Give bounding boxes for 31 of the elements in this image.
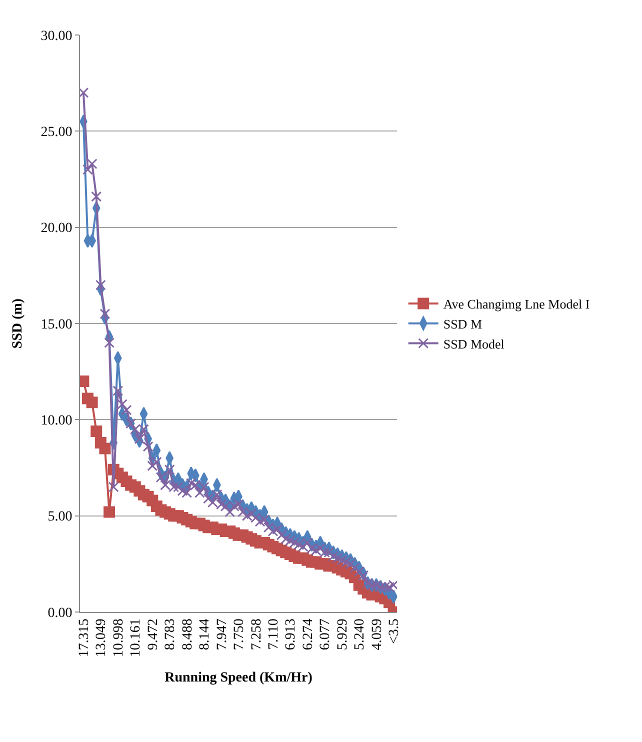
- y-tick-label: 20.00: [40, 221, 72, 236]
- x-tick-label: <3.5: [387, 618, 402, 644]
- y-tick-label: 5.00: [48, 510, 72, 525]
- x-tick-label: 4.059: [370, 618, 385, 650]
- y-axis-title: SSD (m): [10, 298, 26, 349]
- y-tick-label: 30.00: [40, 28, 72, 44]
- x-tick-label: 17.315: [77, 618, 92, 658]
- x-tick-label: 6.077: [318, 618, 334, 650]
- legend-label: SSD M: [443, 316, 482, 332]
- x-tick-label: 7.750: [232, 618, 248, 650]
- legend-label: Ave Changimg Lne Model I: [443, 296, 590, 312]
- x-tick-label: 6.913: [284, 618, 299, 650]
- x-tick-label: 8.144: [198, 618, 213, 650]
- x-tick-label: 7.947: [214, 618, 230, 650]
- y-tick-label: 25.00: [40, 125, 72, 140]
- x-tick-label: 13.049: [94, 618, 110, 658]
- x-tick-label: 7.258: [249, 618, 264, 650]
- x-tick-label: 5.240: [352, 618, 368, 650]
- x-tick-label: 10.161: [128, 618, 144, 658]
- x-tick-label: 5.929: [335, 618, 350, 650]
- y-tick-label: 15.00: [40, 317, 72, 332]
- y-tick-label: 0.00: [48, 606, 72, 621]
- x-tick-label: 6.274: [300, 618, 316, 650]
- x-tick-label: 10.998: [111, 618, 126, 658]
- x-tick-label: 8.783: [163, 618, 178, 650]
- legend-label: SSD Model: [443, 336, 505, 352]
- x-axis-title: Running Speed (Km/Hr): [164, 670, 313, 686]
- x-tick-label: 7.110: [266, 618, 282, 650]
- y-tick-label: 10.00: [40, 414, 72, 429]
- x-tick-label: 9.472: [146, 618, 161, 650]
- x-tick-label: 8.488: [180, 618, 196, 650]
